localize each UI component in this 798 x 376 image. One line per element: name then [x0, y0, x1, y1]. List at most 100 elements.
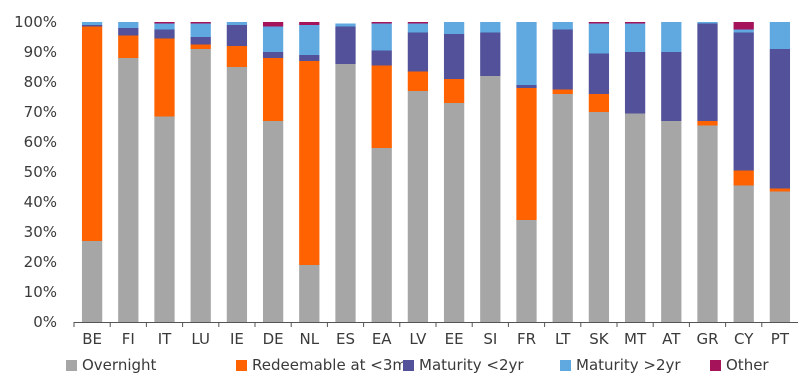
x-tick-label: DE — [263, 330, 284, 348]
y-tick-label: 40% — [24, 193, 57, 211]
bar-segment-es-3 — [335, 23, 356, 27]
bar-segment-at-2 — [661, 52, 682, 121]
y-axis: 0% 10% 20% 30% 40% 50% 60% 70% 80% 90% 100% — [14, 13, 57, 331]
y-tick-label: 90% — [24, 43, 57, 61]
legend: Overnight Redeemable at <3m Maturity <2yr M… — [66, 356, 769, 374]
y-tick-label: 30% — [24, 223, 57, 241]
x-axis: BE FI IT LU IE DE NL ES EA LV EE SI FR LT SK MT AT GR CY PT — [73, 322, 790, 348]
x-tick-label: IE — [230, 330, 244, 348]
x-tick-label: FR — [517, 330, 536, 348]
x-tick-label: BE — [82, 330, 102, 348]
bar-segment-fr-0 — [516, 220, 537, 322]
y-tick-label: 50% — [24, 163, 57, 181]
bar-segment-fr-2 — [516, 85, 537, 88]
bar-segment-pt-0 — [769, 191, 791, 322]
bar-segment-it-1 — [154, 38, 175, 117]
legend-label: Maturity <2yr — [419, 356, 524, 374]
bar-segment-cy-3 — [733, 29, 754, 33]
bar-segment-si-3 — [480, 22, 501, 33]
bar-segment-be-3 — [81, 22, 103, 25]
bar-segment-sk-3 — [588, 23, 610, 54]
bar-segment-lu-2 — [190, 37, 211, 45]
x-tick-label: SI — [483, 330, 497, 348]
bar-segment-es-0 — [335, 64, 356, 322]
legend-swatch — [236, 360, 247, 371]
legend-label: Other — [726, 356, 769, 374]
bar-segment-si-2 — [480, 32, 501, 76]
bar-segment-ee-1 — [443, 79, 465, 103]
legend-label: Redeemable at <3m — [252, 356, 407, 374]
y-tick-label: 20% — [24, 253, 57, 271]
bar-segment-gr-0 — [697, 125, 718, 322]
bar-segment-cy-4 — [733, 22, 754, 30]
bar-segment-lt-3 — [552, 22, 573, 30]
bar-segment-be-0 — [81, 241, 103, 322]
bar-segment-it-3 — [154, 23, 175, 30]
legend-label: Maturity >2yr — [576, 356, 681, 374]
bar-segment-ie-3 — [226, 22, 248, 25]
bar-segment-fr-1 — [516, 88, 537, 220]
legend-swatch — [66, 360, 77, 371]
bar-segment-de-2 — [262, 52, 284, 58]
x-tick-label: MT — [624, 330, 647, 348]
bar-segment-nl-2 — [299, 55, 320, 61]
bar-segment-ie-0 — [226, 67, 248, 322]
bar-segment-gr-2 — [697, 23, 718, 121]
x-tick-label: FI — [122, 330, 135, 348]
y-tick-label: 100% — [14, 13, 57, 31]
bar-segment-ea-2 — [371, 50, 392, 66]
x-tick-label: AT — [662, 330, 681, 348]
bar-segment-de-1 — [262, 58, 284, 121]
bar-segment-lu-1 — [190, 44, 211, 49]
bar-segment-nl-1 — [299, 61, 320, 265]
bar-segment-lv-2 — [407, 32, 429, 72]
bar-segment-cy-0 — [733, 185, 754, 322]
y-tick-label: 0% — [33, 313, 57, 331]
bar-segment-fi-1 — [118, 35, 139, 58]
bar-segment-lt-0 — [552, 94, 573, 322]
y-tick-label: 10% — [24, 283, 57, 301]
x-tick-label: PT — [771, 330, 790, 348]
bar-segment-nl-4 — [299, 22, 320, 25]
bar-segment-it-2 — [154, 29, 175, 39]
bar-segment-lv-3 — [407, 23, 429, 33]
bar-segment-cy-1 — [733, 170, 754, 186]
bar-segment-ie-1 — [226, 46, 248, 67]
bar-segment-gr-1 — [697, 121, 718, 126]
bar-segment-ee-3 — [443, 22, 465, 34]
bar-segment-nl-0 — [299, 265, 320, 322]
bar-segment-de-0 — [262, 121, 284, 322]
x-tick-label: GR — [696, 330, 718, 348]
bar-segment-gr-3 — [697, 22, 718, 24]
bar-segment-ea-0 — [371, 148, 392, 322]
bar-segment-lu-3 — [190, 23, 211, 37]
bar-segment-mt-0 — [624, 113, 646, 322]
bar-segment-lu-0 — [190, 49, 211, 322]
x-tick-label: LT — [555, 330, 571, 348]
bar-segment-ee-2 — [443, 34, 465, 79]
y-tick-label: 70% — [24, 103, 57, 121]
x-tick-label: LU — [191, 330, 210, 348]
bar-segment-ea-3 — [371, 23, 392, 51]
legend-swatch — [403, 360, 414, 371]
legend-swatch — [710, 360, 721, 371]
x-tick-label: SK — [589, 330, 610, 348]
bar-segment-be-2 — [81, 25, 103, 27]
bar-segment-ea-1 — [371, 65, 392, 148]
bar-segment-pt-2 — [769, 49, 791, 189]
bar-segment-es-2 — [335, 26, 356, 64]
bar-segment-mt-4 — [624, 22, 646, 24]
legend-label: Overnight — [82, 356, 157, 374]
bar-segment-fi-3 — [118, 22, 139, 28]
bar-segment-lt-2 — [552, 29, 573, 90]
bar-segment-ee-0 — [443, 103, 465, 322]
bar-segment-si-0 — [480, 76, 501, 322]
bar-segment-pt-1 — [769, 188, 791, 192]
x-tick-label: LV — [409, 330, 427, 348]
x-tick-label: ES — [336, 330, 355, 348]
bar-segment-pt-3 — [769, 22, 791, 49]
bar-segment-ea-4 — [371, 22, 392, 24]
y-tick-label: 60% — [24, 133, 57, 151]
bar-segment-sk-4 — [588, 22, 610, 24]
